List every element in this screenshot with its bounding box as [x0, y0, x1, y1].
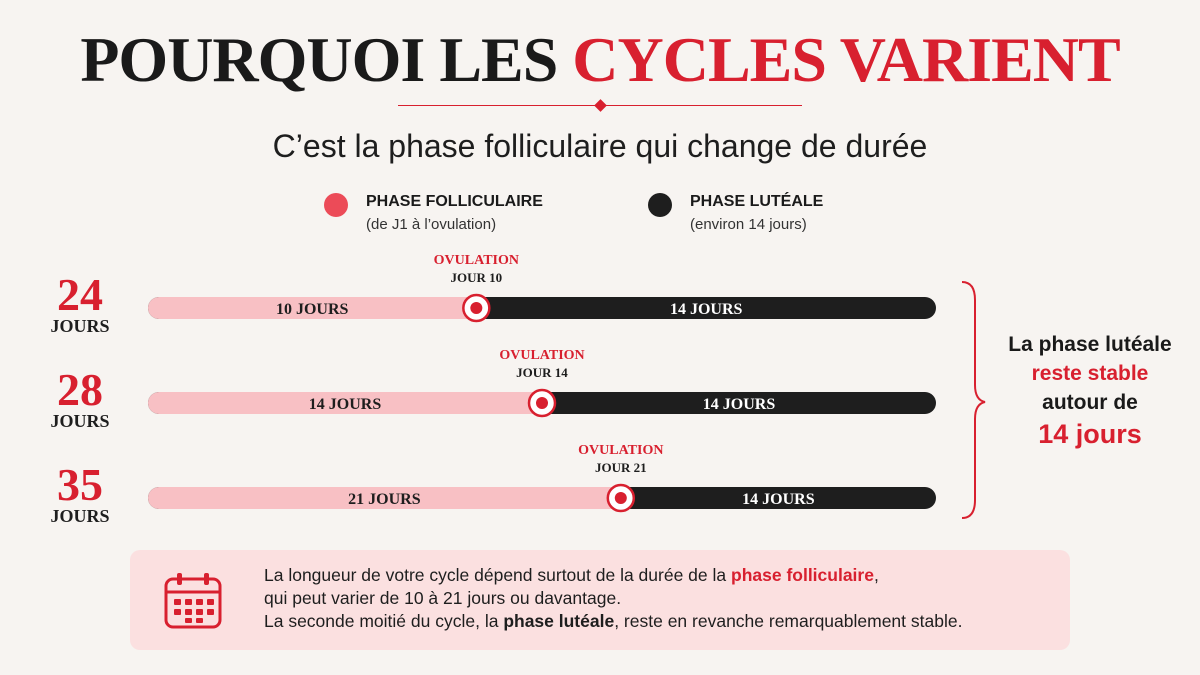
note-line-3-start: La seconde moitié du cycle, la [264, 611, 504, 631]
ovulation-label-28: OVULATION [499, 348, 584, 363]
ovulation-marker-dot-28 [536, 397, 548, 409]
ovulation-marker-dot-24 [470, 302, 483, 314]
legend-label-follicular: PHASE FOLLICULAIRE [366, 193, 543, 210]
segment-label-follicular-24: 10 JOURS [276, 301, 349, 318]
title-part-2: CYCLES VARIENT [572, 24, 1120, 95]
cycle-length-28: 28 [57, 364, 103, 415]
callout-line-2: reste stable [1031, 362, 1149, 385]
note-line-3: La seconde moitié du cycle, la phase lut… [264, 610, 1054, 633]
ovulation-day-label-24: JOUR 10 [451, 270, 503, 285]
legend-swatch-follicular [324, 193, 348, 217]
cycle-unit-label-35: JOURS [50, 506, 109, 526]
callout-line-4: 14 jours [1038, 419, 1142, 449]
note-line-1-end: , [873, 565, 879, 585]
legend-swatch-luteal [648, 193, 672, 217]
cycle-unit-label-28: JOURS [50, 411, 109, 431]
cycle-length-35: 35 [57, 459, 103, 510]
ovulation-label-24: OVULATION [434, 253, 519, 268]
ovulation-day-label-28: JOUR 14 [516, 365, 568, 380]
note-line-3-end: , reste en revanche remarquablement stab… [614, 611, 963, 631]
note-line-2: qui peut varier de 10 à 21 jours ou dava… [264, 588, 622, 608]
note-line-1: La longueur de votre cycle dépend surtou… [264, 564, 1054, 587]
cycle-unit-label-24: JOURS [50, 316, 109, 336]
segment-label-follicular-35: 21 JOURS [348, 491, 421, 508]
ovulation-marker-dot-35 [614, 492, 627, 504]
segment-label-luteal-28: 14 JOURS [703, 396, 776, 413]
callout-line-1: La phase lutéale [1008, 333, 1172, 356]
title-part-1: POURQUOI LES [80, 24, 558, 95]
note-highlight-luteal: phase lutéale [503, 611, 615, 631]
callout-bracket [961, 281, 986, 519]
legend-sub-luteal: (environ 14 jours) [690, 216, 807, 233]
calendar-icon [164, 573, 222, 629]
subtitle: C’est la phase folliculaire qui change d… [272, 128, 928, 164]
bar-follicular-28 [148, 392, 553, 414]
note-highlight-follicular: phase folliculaire [731, 565, 874, 585]
bar-follicular-35 [148, 487, 632, 509]
segment-label-luteal-35: 14 JOURS [742, 491, 815, 508]
note-text: La longueur de votre cycle dépend surtou… [264, 564, 1054, 633]
segment-label-follicular-28: 14 JOURS [309, 396, 382, 413]
page-title: POURQUOI LES CYCLES VARIENT [0, 22, 1200, 98]
callout-line-3: autour de [1042, 391, 1138, 414]
bar-follicular-24 [148, 297, 488, 319]
legend-sub-follicular: (de J1 à l’ovulation) [366, 216, 497, 233]
legend-label-luteal: PHASE LUTÉALE [690, 193, 824, 210]
ovulation-day-label-35: JOUR 21 [595, 460, 647, 475]
ovulation-label-35: OVULATION [578, 443, 663, 458]
segment-label-luteal-24: 14 JOURS [670, 301, 743, 318]
note-line-1-start: La longueur de votre cycle dépend surtou… [264, 565, 731, 585]
info-note: La longueur de votre cycle dépend surtou… [130, 550, 1070, 650]
luteal-stability-callout: La phase lutéale reste stable autour de … [990, 330, 1190, 451]
cycle-length-24: 24 [57, 269, 103, 320]
